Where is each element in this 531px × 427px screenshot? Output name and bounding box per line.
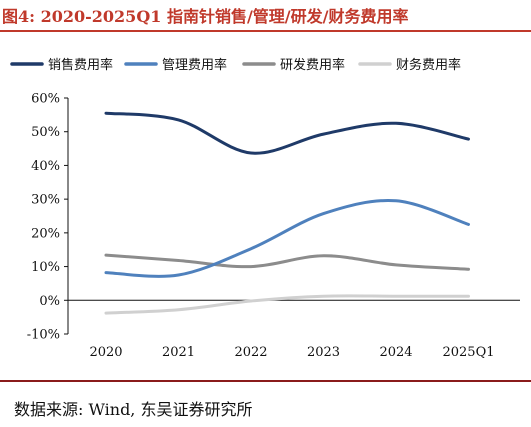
- x-tick-label: 2020: [89, 345, 122, 360]
- y-tick-label: 10%: [31, 260, 60, 275]
- legend-label: 财务费用率: [396, 57, 461, 73]
- bottom-divider: [0, 380, 531, 382]
- x-tick-label: 2024: [379, 345, 412, 360]
- series-line: [104, 199, 470, 278]
- y-tick-label: -10%: [27, 328, 60, 343]
- y-tick-label: 50%: [31, 125, 60, 140]
- y-tick-label: 30%: [31, 193, 60, 208]
- chart-title: 图4: 2020-2025Q1 指南针销售/管理/研发/财务费用率: [2, 7, 409, 26]
- y-tick-label: 0%: [39, 294, 60, 309]
- legend-label: 销售费用率: [48, 57, 113, 73]
- y-tick-label: 20%: [31, 226, 60, 241]
- x-axis: 2020 2021 2022 2023 2024 2025Q1: [68, 299, 520, 360]
- x-tick-label: 2023: [307, 345, 340, 360]
- legend-label: 研发费用率: [280, 57, 345, 73]
- y-axis: 60% 50% 40% 30% 20% 10% 0% -10%: [27, 92, 69, 343]
- source-note: 数据来源: Wind, 东吴证券研究所: [14, 400, 253, 419]
- series-lines: [104, 111, 470, 315]
- line-chart: 销售费用率 管理费用率 研发费用率 财务费用率 60% 50% 40% 30% 20% 10% 0…: [10, 57, 520, 360]
- series-line: [104, 294, 470, 315]
- y-tick-label: 60%: [31, 92, 60, 107]
- y-tick-label: 40%: [31, 159, 60, 174]
- title-divider: [0, 30, 531, 32]
- legend-label: 管理费用率: [162, 57, 227, 73]
- series-line: [104, 111, 470, 155]
- x-tick-label: 2021: [162, 345, 195, 360]
- x-tick-label: 2025Q1: [442, 345, 494, 360]
- x-tick-label: 2022: [234, 345, 267, 360]
- legend: 销售费用率 管理费用率 研发费用率 财务费用率: [10, 57, 461, 73]
- series-line: [104, 253, 470, 271]
- title-bar: 图4: 2020-2025Q1 指南针销售/管理/研发/财务费用率: [0, 0, 531, 30]
